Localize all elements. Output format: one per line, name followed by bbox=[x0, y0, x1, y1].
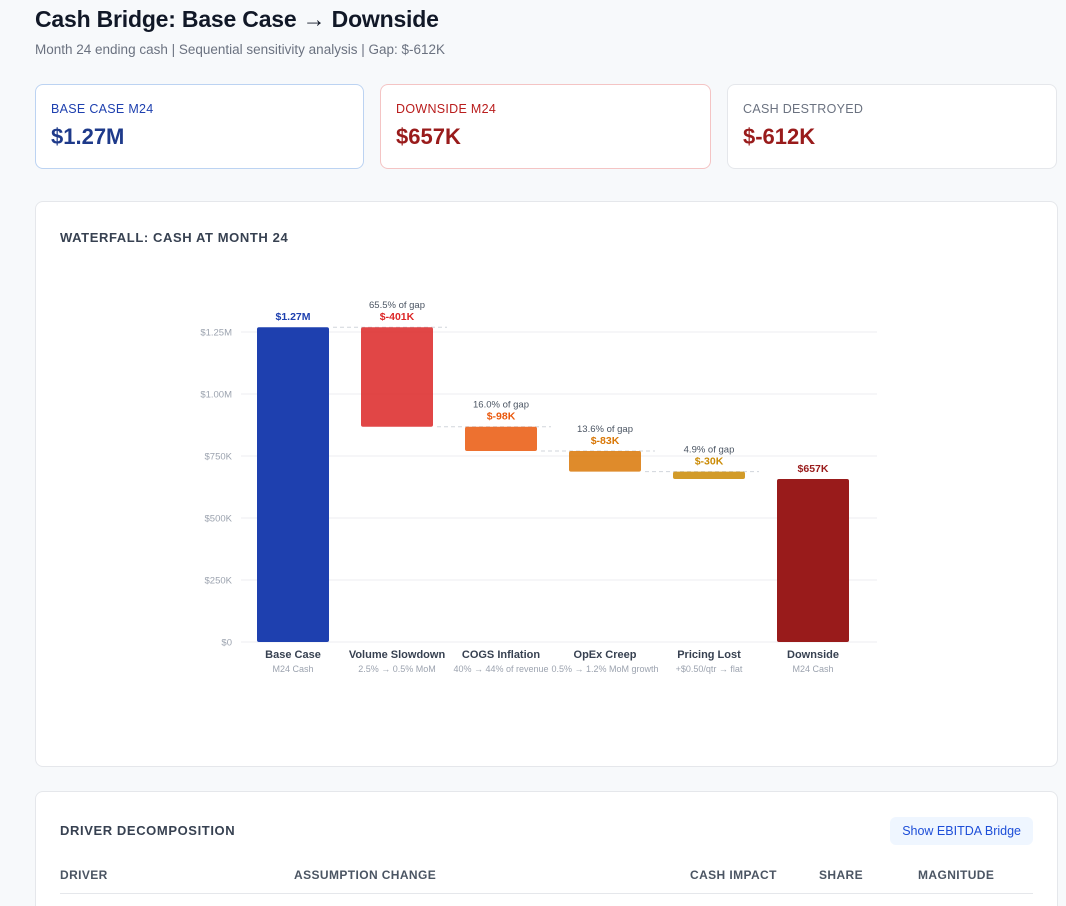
share-label: 13.6% of gap bbox=[577, 424, 633, 435]
column-header-assumption-change[interactable]: ASSUMPTION CHANGE bbox=[294, 868, 437, 882]
kpi-label: BASE CASE M24 bbox=[51, 102, 154, 116]
x-category-sublabel: M24 Cash bbox=[792, 664, 833, 674]
table-header-row: DRIVER ASSUMPTION CHANGE CASH IMPACT SHA… bbox=[60, 868, 1033, 894]
kpi-value: $-612K bbox=[743, 124, 816, 149]
x-category-sublabel: 40% → 44% of revenue bbox=[453, 664, 548, 674]
waterfall-card: WATERFALL: CASH AT MONTH 24 $0 $250K $500K… bbox=[35, 201, 1058, 767]
bar-base-case bbox=[257, 327, 329, 642]
y-tick-label: $1.00M bbox=[200, 389, 232, 400]
table-title: DRIVER DECOMPOSITION bbox=[60, 823, 236, 838]
kpi-card-cash-destroyed: CASH DESTROYED $-612K bbox=[727, 84, 1057, 169]
x-category-label: Downside bbox=[787, 649, 839, 661]
value-label: $-83K bbox=[591, 435, 620, 447]
share-label: 65.5% of gap bbox=[369, 300, 425, 311]
x-category-label: Volume Slowdown bbox=[349, 649, 446, 661]
x-category-label: OpEx Creep bbox=[574, 649, 637, 661]
column-header-cash-impact[interactable]: CASH IMPACT bbox=[690, 868, 777, 882]
share-label: 16.0% of gap bbox=[473, 400, 529, 411]
value-label: $-98K bbox=[487, 411, 516, 423]
kpi-value: $657K bbox=[396, 124, 461, 149]
x-category-sublabel: M24 Cash bbox=[272, 664, 313, 674]
page-title: Cash Bridge: Base Case → Downside bbox=[35, 6, 439, 32]
x-category-sublabel: 0.5% → 1.2% MoM growth bbox=[551, 664, 658, 674]
kpi-card-downside: DOWNSIDE M24 $657K bbox=[380, 84, 711, 169]
value-label: $1.27M bbox=[275, 311, 310, 323]
kpi-label: DOWNSIDE M24 bbox=[396, 102, 497, 116]
x-category-sublabel: +$0.50/qtr → flat bbox=[676, 664, 743, 674]
bar-downside bbox=[777, 479, 849, 642]
value-label: $657K bbox=[798, 463, 829, 475]
bar-cogs-inflation bbox=[465, 426, 537, 452]
y-tick-label: $0 bbox=[221, 638, 232, 649]
show-ebitda-bridge-button[interactable]: Show EBITDA Bridge bbox=[890, 817, 1033, 845]
kpi-value: $1.27M bbox=[51, 124, 125, 149]
y-tick-label: $750K bbox=[205, 451, 233, 462]
share-label: 4.9% of gap bbox=[684, 445, 735, 456]
page-subtitle: Month 24 ending cash | Sequential sensit… bbox=[35, 42, 446, 57]
kpi-label: CASH DESTROYED bbox=[743, 102, 864, 116]
value-label: $-401K bbox=[380, 311, 415, 323]
kpi-card-base-case: BASE CASE M24 $1.27M bbox=[35, 84, 364, 169]
bar-opex-creep bbox=[569, 451, 641, 472]
waterfall-chart: $0 $250K $500K $750K $1.00M $1.25M $1.27M Base … bbox=[200, 300, 877, 674]
bar-volume-slowdown bbox=[361, 327, 433, 427]
x-category-label: Base Case bbox=[265, 649, 321, 661]
driver-decomposition-card: DRIVER DECOMPOSITION Show EBITDA Bridge … bbox=[35, 791, 1058, 906]
value-label: $-30K bbox=[695, 456, 724, 468]
x-category-sublabel: 2.5% → 0.5% MoM bbox=[358, 664, 436, 674]
column-header-share[interactable]: SHARE bbox=[819, 868, 864, 882]
chart-title: WATERFALL: CASH AT MONTH 24 bbox=[60, 230, 289, 245]
column-header-driver[interactable]: DRIVER bbox=[60, 868, 108, 882]
x-category-label: COGS Inflation bbox=[462, 649, 541, 661]
x-category-label: Pricing Lost bbox=[677, 649, 741, 661]
column-header-magnitude[interactable]: MAGNITUDE bbox=[918, 868, 995, 882]
y-tick-label: $250K bbox=[205, 575, 233, 586]
bar-pricing-lost bbox=[673, 471, 745, 480]
y-tick-label: $500K bbox=[205, 513, 233, 524]
y-tick-label: $1.25M bbox=[200, 327, 232, 338]
